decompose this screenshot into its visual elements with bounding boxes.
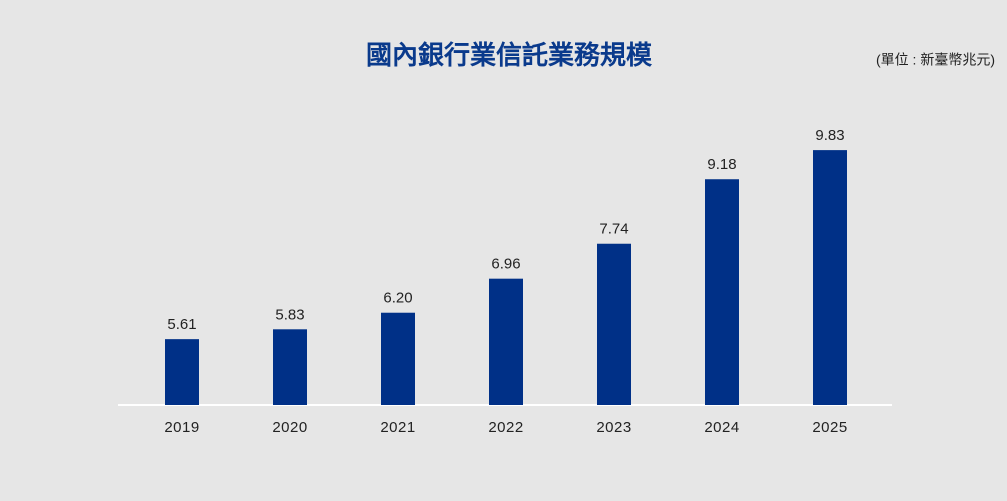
chart-title: 國內銀行業信託業務規模 xyxy=(366,40,653,70)
bar xyxy=(813,150,847,405)
bar xyxy=(489,278,523,405)
x-tick-label: 2020 xyxy=(272,419,307,436)
bar xyxy=(597,243,631,405)
unit-label: (單位 : 新臺幣兆元) xyxy=(876,52,995,68)
x-tick-label: 2019 xyxy=(164,419,199,436)
x-tick-label: 2021 xyxy=(380,419,415,436)
x-tick-label: 2024 xyxy=(704,419,739,436)
x-tick-label: 2023 xyxy=(596,419,631,436)
value-label: 7.74 xyxy=(599,221,628,238)
x-tick-label: 2025 xyxy=(812,419,847,436)
value-label: 6.96 xyxy=(491,256,520,273)
value-label: 6.20 xyxy=(383,290,412,307)
value-label: 5.83 xyxy=(275,306,304,323)
value-label: 5.61 xyxy=(167,316,196,333)
value-label: 9.83 xyxy=(815,127,844,144)
bar xyxy=(381,312,415,405)
bar xyxy=(273,329,307,405)
x-tick-label: 2022 xyxy=(488,419,523,436)
value-label: 9.18 xyxy=(707,156,736,173)
bar xyxy=(165,339,199,405)
bar xyxy=(705,179,739,405)
